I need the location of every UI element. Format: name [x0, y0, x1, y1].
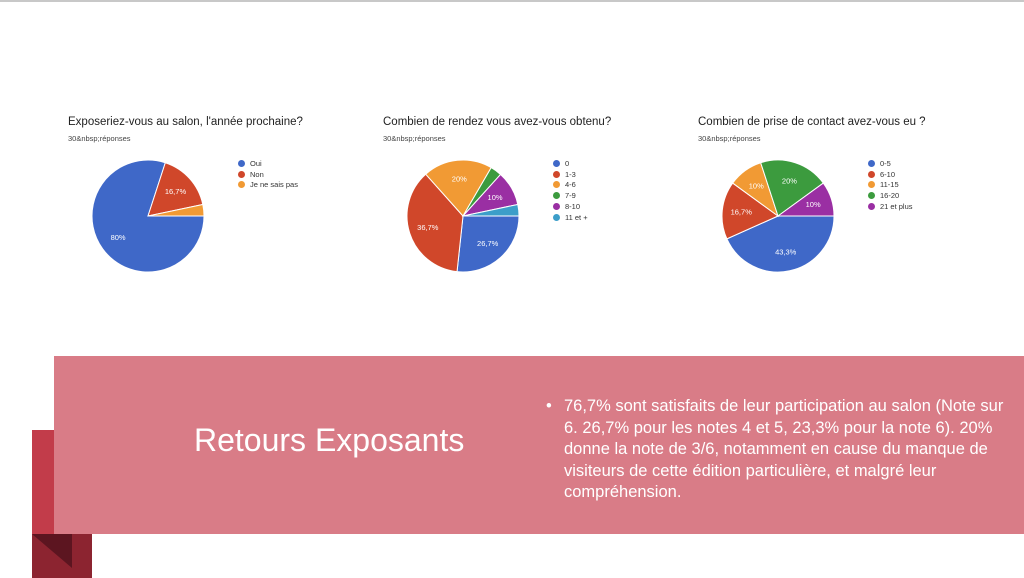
pie-slice-2: [147, 203, 205, 217]
chart-legend: 0 1-3 4-6 7-9 8-10 11 et +: [553, 158, 588, 223]
legend-label: 16-20: [880, 191, 900, 201]
legend-dot-icon: [553, 159, 560, 167]
pie-chart-rendez-vous: 26,7% 36,7% 20% 10%: [406, 159, 520, 273]
legend-label: 11 et +: [565, 212, 588, 222]
legend-label: 1-3: [565, 169, 576, 179]
legend-item: 0-5: [868, 158, 913, 169]
legend-label: Oui: [250, 158, 262, 168]
pie-slice-1: [147, 162, 204, 217]
legend-item: 7-9: [553, 190, 588, 201]
legend-dot-icon: [553, 203, 560, 211]
legend-label: Je ne sais pas: [250, 180, 298, 190]
pie-chart-exposer: 80% 16,7%: [91, 159, 205, 273]
legend-item: 0: [553, 158, 588, 169]
pie-slice-3: [760, 159, 825, 217]
chart-legend: 0-5 6-10 11-15 16-20 21 et plus: [868, 158, 913, 212]
pie-slice-2: [424, 159, 492, 217]
legend-dot-icon: [868, 192, 875, 200]
summary-banner: Retours Exposants • 76,7% sont satisfait…: [54, 356, 1024, 534]
chart-title: Combien de prise de contact avez-vous eu…: [698, 116, 926, 128]
chart-legend: Oui Non Je ne sais pas: [238, 158, 298, 190]
legend-dot-icon: [868, 159, 875, 167]
legend-dot-icon: [238, 181, 245, 189]
chart-panel-exposer: 80% 16,7% Exposeriez-vous au salon, l'ann…: [68, 110, 368, 290]
pie-slice-label: 20%: [782, 176, 797, 185]
legend-dot-icon: [553, 213, 560, 221]
pie-slice-1: [406, 173, 464, 273]
pie-slice-0: [456, 215, 520, 273]
pie-slice-label: 10%: [488, 193, 503, 202]
pie-slice-label: 16,7%: [165, 187, 187, 196]
pie-slice-label: 20%: [452, 175, 467, 184]
pie-chart-contacts: 43,3% 16,7% 10% 20% 10%: [721, 159, 835, 273]
legend-item: Je ne sais pas: [238, 180, 298, 191]
legend-item: Non: [238, 169, 298, 180]
chart-panel-rendez-vous: 26,7% 36,7% 20% 10% Combien de rendez vous …: [383, 110, 683, 290]
legend-label: 6-10: [880, 169, 896, 179]
legend-label: 0: [565, 158, 570, 168]
legend-label: 7-9: [565, 191, 576, 201]
pie-slice-label: 10%: [806, 200, 821, 209]
chart-panel-contacts: 43,3% 16,7% 10% 20% 10% Combien de prise de …: [698, 110, 998, 290]
legend-item: 11-15: [868, 180, 913, 191]
legend-dot-icon: [868, 203, 875, 211]
legend-dot-icon: [238, 159, 245, 167]
pie-slice-5: [462, 203, 520, 217]
legend-dot-icon: [868, 170, 875, 178]
banner-title: Retours Exposants: [194, 422, 465, 458]
legend-item: 16-20: [868, 190, 913, 201]
legend-dot-icon: [553, 181, 560, 189]
legend-item: 6-10: [868, 169, 913, 180]
chart-title: Exposeriez-vous au salon, l'année procha…: [68, 116, 303, 128]
legend-item: 21 et plus: [868, 201, 913, 212]
legend-dot-icon: [553, 170, 560, 178]
chart-response-count: 30&nbsp;réponses: [68, 134, 131, 143]
legend-label: 4-6: [565, 180, 576, 190]
pie-slice-label: 26,7%: [477, 239, 499, 248]
legend-dot-icon: [868, 181, 875, 189]
pie-slice-1: [721, 182, 779, 240]
pie-slice-label: 80%: [111, 233, 126, 242]
chart-response-count: 30&nbsp;réponses: [698, 134, 761, 143]
legend-dot-icon: [238, 170, 245, 178]
pie-slice-label: 36,7%: [417, 223, 439, 232]
legend-item: 11 et +: [553, 212, 588, 223]
pie-slice-4: [776, 182, 835, 217]
legend-label: 11-15: [880, 180, 899, 190]
legend-item: 8-10: [553, 201, 588, 212]
legend-item: 1-3: [553, 169, 588, 180]
pie-slice-0: [91, 159, 205, 273]
banner-bullet-text: • 76,7% sont satisfaits de leur particip…: [546, 396, 1004, 504]
chart-response-count: 30&nbsp;réponses: [383, 134, 446, 143]
pie-slice-label: 10%: [749, 182, 764, 191]
pie-slice-label: 16,7%: [731, 208, 753, 217]
pie-slice-0: [726, 215, 835, 273]
bullet-text: 76,7% sont satisfaits de leur participat…: [564, 397, 1004, 501]
pie-slice-label: 43,3%: [775, 248, 797, 257]
legend-label: 21 et plus: [880, 202, 913, 212]
legend-item: Oui: [238, 158, 298, 169]
legend-label: 8-10: [565, 202, 581, 212]
bullet-icon: •: [546, 397, 552, 415]
slide-top-border: [0, 0, 1024, 2]
legend-item: 4-6: [553, 180, 588, 191]
legend-dot-icon: [553, 192, 560, 200]
chart-title: Combien de rendez vous avez-vous obtenu?: [383, 116, 612, 128]
decorative-ribbon-fold: [32, 534, 72, 568]
legend-label: Non: [250, 169, 264, 179]
legend-label: 0-5: [880, 158, 891, 168]
